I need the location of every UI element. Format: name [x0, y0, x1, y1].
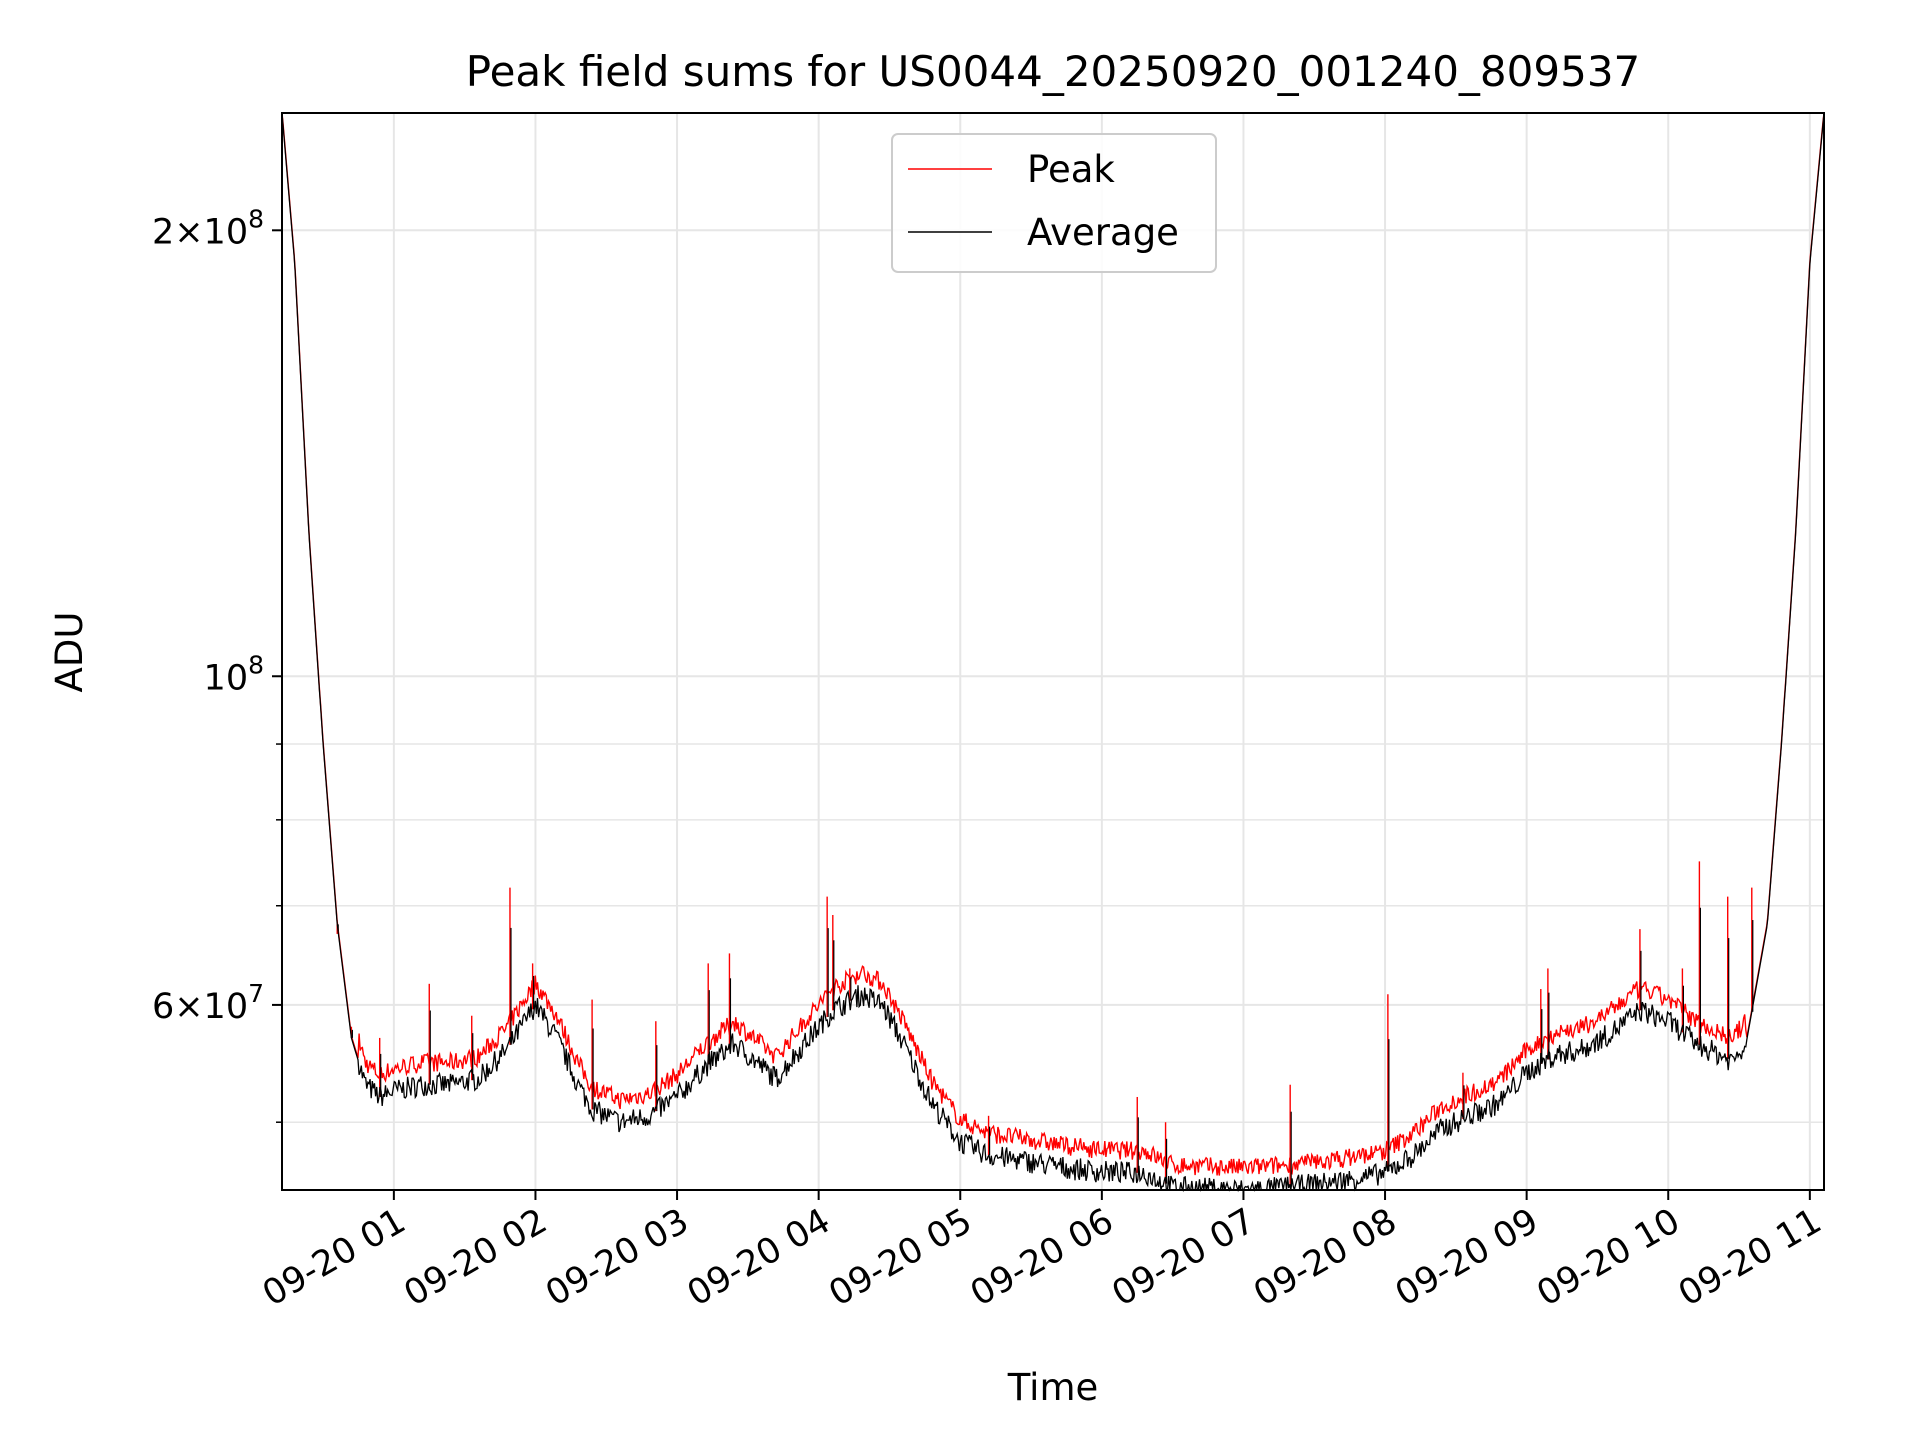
chart-title: Peak field sums for US0044_20250920_0012… [466, 47, 1641, 96]
legend-peak-label: Peak [1027, 148, 1115, 191]
series-layer [281, 112, 1825, 1193]
y-tick-exponent: 8 [248, 204, 264, 233]
peak-series-line [281, 112, 1825, 1176]
y-tick-exponent: 7 [248, 979, 264, 1008]
legend-average-label: Average [1027, 211, 1179, 254]
y-tick-mantissa: 2×10 [152, 212, 248, 252]
y-tick-mantissa: 10 [204, 658, 249, 698]
y-tick-mantissa: 6×10 [152, 987, 248, 1027]
y-tick-label: 2×108 [152, 204, 264, 252]
y-tick-label: 6×107 [152, 979, 264, 1027]
plot-frame [281, 112, 1825, 1191]
x-axis-label: Time [1007, 1366, 1099, 1409]
legend: Peak Average [891, 133, 1217, 273]
y-tick-exponent: 8 [248, 650, 264, 679]
y-axis-label: ADU [48, 612, 91, 693]
average-series-line [281, 112, 1825, 1193]
y-tick-label: 108 [204, 650, 264, 698]
